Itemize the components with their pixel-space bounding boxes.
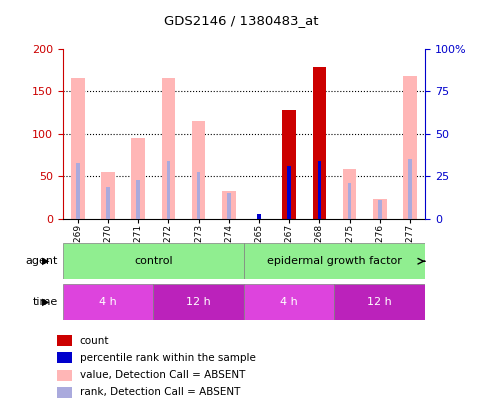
Bar (318, 161, 321, 219)
Text: epidermal growth factor: epidermal growth factor (267, 256, 402, 266)
Text: 4 h: 4 h (99, 297, 117, 307)
Bar (76, 164, 80, 219)
Text: 12 h: 12 h (368, 297, 392, 307)
Bar (162, 79, 175, 219)
Bar (63, 284, 154, 320)
Bar (348, 183, 352, 219)
Text: 12 h: 12 h (186, 297, 211, 307)
Text: count: count (80, 336, 109, 346)
Text: value, Detection Call = ABSENT: value, Detection Call = ABSENT (80, 370, 245, 380)
Bar (57, 335, 72, 346)
Bar (244, 284, 334, 320)
Text: ▶: ▶ (42, 297, 50, 307)
Bar (101, 172, 115, 219)
Bar (71, 79, 85, 219)
Bar (197, 172, 200, 219)
Bar (287, 166, 291, 219)
Bar (244, 243, 425, 279)
Bar (313, 67, 326, 219)
Text: time: time (33, 297, 58, 307)
Text: percentile rank within the sample: percentile rank within the sample (80, 353, 256, 363)
Bar (403, 76, 417, 219)
Bar (131, 138, 145, 219)
Text: ▶: ▶ (42, 256, 50, 266)
Bar (378, 200, 382, 219)
Bar (283, 110, 296, 219)
Bar (257, 215, 261, 219)
Bar (57, 352, 72, 363)
Bar (222, 192, 236, 219)
Text: agent: agent (26, 256, 58, 266)
Bar (63, 243, 244, 279)
Bar (57, 370, 72, 381)
Bar (106, 187, 110, 219)
Bar (227, 193, 231, 219)
Bar (373, 199, 386, 219)
Bar (167, 161, 170, 219)
Bar (334, 284, 425, 320)
Bar (343, 168, 356, 219)
Bar (154, 284, 244, 320)
Bar (192, 121, 205, 219)
Text: control: control (134, 256, 172, 266)
Text: rank, Detection Call = ABSENT: rank, Detection Call = ABSENT (80, 387, 240, 397)
Text: GDS2146 / 1380483_at: GDS2146 / 1380483_at (164, 14, 319, 27)
Bar (57, 387, 72, 398)
Text: 4 h: 4 h (280, 297, 298, 307)
Bar (137, 179, 140, 219)
Bar (408, 159, 412, 219)
